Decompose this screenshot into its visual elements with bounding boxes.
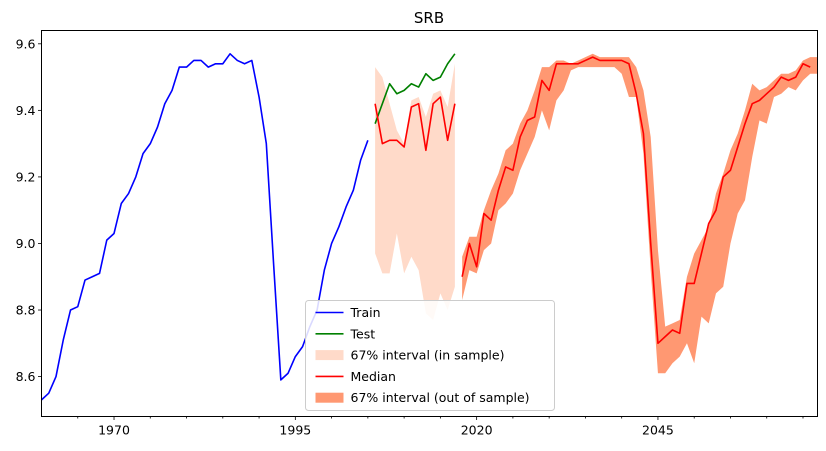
line-median-segment-2 — [461, 56, 811, 345]
x-tick-label: 1995 — [279, 423, 311, 438]
legend-swatch-67-interval-in-sample — [315, 350, 344, 361]
legend-swatch-67-interval-out-of-sample — [315, 392, 344, 403]
plot-frame — [41, 30, 818, 417]
x-tick-label: 2045 — [642, 423, 674, 438]
line-test — [374, 53, 456, 124]
chart-title: SRB — [414, 9, 444, 27]
x-tick-label: 2020 — [461, 423, 493, 438]
legend-label-67-interval-in-sample: 67% interval (in sample) — [351, 348, 505, 363]
y-tick-label: 8.6 — [16, 369, 36, 384]
y-tick-label: 9.6 — [16, 36, 36, 51]
band-67-interval-in-sample — [375, 63, 455, 320]
x-axis: 1970 1995 2020 2045 — [77, 416, 804, 438]
legend-label-67-interval-out-of-sample: 67% interval (out of sample) — [351, 390, 530, 405]
y-tick-label: 8.8 — [16, 303, 36, 318]
legend-label-test: Test — [350, 326, 376, 341]
line-median-segment-1 — [374, 96, 456, 152]
y-axis: 8.6 8.8 9.0 9.2 9.4 9.6 — [16, 36, 42, 384]
legend-box — [305, 300, 555, 411]
legend-label-median: Median — [351, 369, 396, 384]
legend: Train Test 67% interval (in sample) Median 6… — [305, 300, 555, 411]
legend-label-train: Train — [350, 305, 381, 320]
x-tick-label: 1970 — [98, 423, 130, 438]
y-tick-label: 9.2 — [16, 169, 36, 184]
y-tick-label: 9.4 — [16, 103, 36, 118]
y-tick-label: 9.0 — [16, 236, 36, 251]
